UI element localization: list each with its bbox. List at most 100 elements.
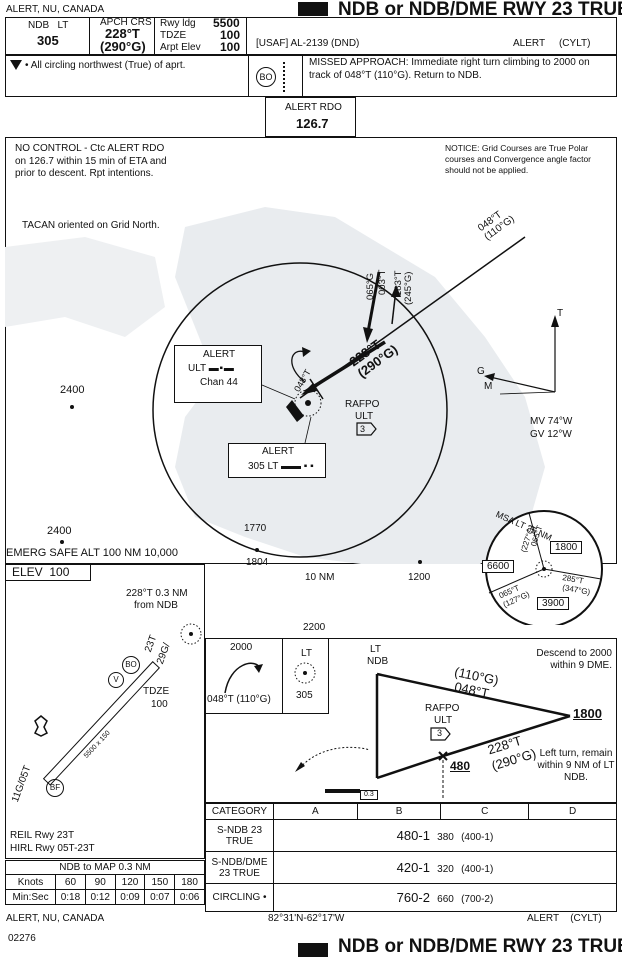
procedure-turn-arrow (302, 347, 311, 357)
msa-sector-line (528, 512, 545, 570)
profile-diagram (224, 662, 571, 798)
ndb-frequency: 305 (37, 33, 59, 48)
chart-reference: [USAF] AL-2139 (DND) (256, 38, 360, 49)
footer-airport: ALERT (CYLT) (527, 913, 602, 924)
arpt-elev-value: 100 (220, 40, 241, 54)
spot-elevation: 2200 (303, 622, 326, 633)
leader-line (304, 416, 312, 444)
divider (282, 638, 283, 714)
profile-ndb-symbol (294, 662, 316, 684)
left-turn-note: Left turn, remain within 9 NM of LT NDB. (537, 748, 615, 783)
emergency-safe-altitude: EMERG SAFE ALT 100 NM 10,000 (6, 547, 179, 559)
footer-location: ALERT, NU, CANADA (6, 913, 105, 924)
minimums-row: CIRCLING • 760-2 660 (700-2) (205, 883, 617, 912)
footer-coordinates: 82°31'N-62°17'W (268, 913, 345, 924)
divider (154, 17, 155, 55)
minimums-row-name: CIRCLING • (205, 883, 274, 912)
grid-north-label: G (477, 366, 485, 377)
profile-final-line (442, 714, 571, 758)
category-d: D (528, 803, 617, 820)
divider (302, 55, 303, 97)
timing-times-row: Min:Sec 0:18 0:12 0:09 0:07 0:06 (4, 889, 205, 905)
msa-sector-line (488, 568, 545, 594)
footer-title: NDB or NDB/DME RWY 23 TRUE (338, 936, 622, 957)
apch-crs-label: APCH CRS (100, 17, 152, 28)
rwy-ldg-value: 5500 (213, 16, 240, 30)
apch-crs-true: 228°T (105, 26, 140, 41)
ten-nm-ring (152, 262, 448, 558)
profile-missed-dashed (299, 746, 371, 769)
ndb-symbol (294, 389, 322, 417)
alert-tacan-name: ALERT (203, 349, 236, 360)
grid-variation: GV 12°W (530, 429, 572, 440)
timing-table: NDB to MAP 0.3 NM Knots 60 90 120 150 18… (4, 860, 205, 905)
minimums-row-value: 480-1 380 (400-1) (273, 819, 617, 852)
profile-alt-1800: 1800 (573, 706, 602, 721)
rafpo-ident: ULT (355, 411, 374, 422)
minimums-header-row: CATEGORY A B C D (205, 803, 617, 820)
profile-ndb-lt: LT (301, 648, 312, 659)
feeder-true-label: 003°T (377, 269, 388, 295)
feeder-return-arrow (391, 285, 401, 297)
final-approach-arrow (301, 383, 317, 395)
comm-label: ALERT RDO (285, 102, 342, 113)
header-info-box (5, 17, 617, 55)
procedure-turn-box (205, 638, 329, 714)
procedure-turn-track (291, 350, 306, 383)
missed-approach-note: MISSED APPROACH: Immediate right turn cl… (309, 57, 590, 81)
alert-tacan-ident: ULT ▬ ▪ ▬ (188, 363, 234, 374)
grid-notice: NOTICE: Grid Courses are True Polar cour… (445, 143, 592, 176)
profile-ndb-freq: 305 (296, 690, 313, 701)
minimums-row: S-NDB/DME 23 TRUE 420-1 320 (400-1) (205, 851, 617, 884)
descend-note: Descend to 2000 within 9 DME. (536, 648, 612, 671)
circling-restriction-icon (10, 60, 22, 70)
feeder-track (366, 271, 381, 333)
footer-date-code: 02276 (8, 933, 36, 944)
msa-diagram (485, 510, 603, 625)
ndb-label: NDB LT (28, 20, 69, 31)
knots-value: 150 (144, 874, 176, 890)
spot-elevation: 1200 (408, 572, 431, 583)
msa-sector-line (543, 568, 602, 580)
procedure-turn-arrow (254, 664, 263, 673)
timing-knots-row: Knots 60 90 120 150 180 (4, 874, 205, 890)
divider (248, 55, 249, 97)
spot-elevation: 1770 (244, 523, 267, 534)
terrain-area (5, 237, 165, 337)
category-c: C (440, 803, 530, 820)
alert-ndb-name: ALERT (262, 446, 295, 457)
alert-tacan-box (174, 345, 262, 403)
final-approach-track (304, 340, 386, 394)
profile-rafpo-icon (430, 727, 451, 741)
spot-elevation-dot (70, 405, 74, 409)
knots-value: 60 (55, 874, 86, 890)
leader-line (261, 384, 296, 400)
notes-box (5, 55, 617, 97)
minimums-row-value: 760-2 660 (700-2) (273, 883, 617, 912)
profile-lt-label: LT (370, 644, 381, 655)
time-value: 0:07 (144, 889, 176, 905)
profile-rafpo-ident: ULT (434, 715, 453, 726)
msa-alt-1800: 1800 (550, 541, 583, 554)
airport-elevation: ELEV 100 (5, 564, 91, 581)
minsec-label: Min:Sec (4, 889, 57, 905)
true-north-label: T (557, 308, 564, 319)
spot-elevation-dot (418, 560, 422, 564)
spot-elevation: 1804 (246, 557, 269, 568)
rafpo-dme: 3 (360, 424, 366, 434)
procedure-turn-altitude: 2000 (230, 642, 253, 653)
rafpo-fix-mark (438, 751, 448, 761)
profile-ndb-label: NDB (367, 656, 389, 667)
profile-rafpo: RAFPO (425, 703, 460, 714)
divider (246, 17, 247, 55)
divider (89, 17, 90, 55)
fix-tick (309, 378, 324, 400)
airport-tdze: TDZE (143, 686, 170, 697)
comm-frequency: 126.7 (296, 116, 329, 131)
msa-alt-3900: 3900 (537, 597, 570, 610)
spot-elevation-dot (255, 548, 259, 552)
badge-bo: BO (122, 656, 140, 674)
badge-bf: BF (46, 779, 64, 797)
profile-missed-arrow (295, 762, 305, 772)
time-value: 0:06 (174, 889, 205, 905)
